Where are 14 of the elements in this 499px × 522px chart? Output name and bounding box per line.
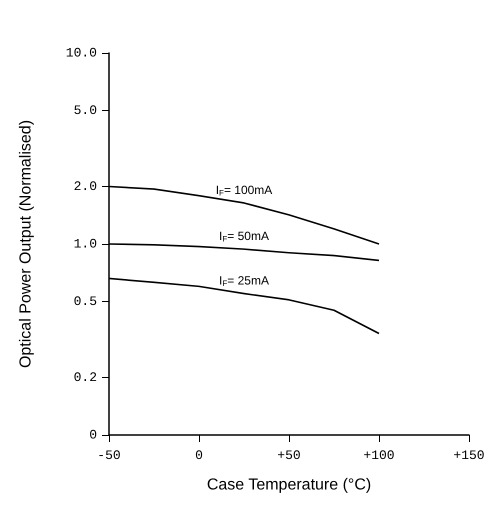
y-tick-label: 0.5 [74, 294, 97, 309]
y-tick-label: 5.0 [74, 102, 97, 118]
x-tick-label: +50 [277, 448, 301, 463]
x-axis-title: Case Temperature (°C) [206, 476, 372, 494]
y-axis-title: Optical Power Output (Normalised) [18, 120, 34, 368]
y-tick-label: 10.0 [66, 46, 97, 60]
y-tick-label: 0.2 [74, 370, 97, 386]
x-tick-label: -50 [97, 448, 121, 463]
x-tick-label: +150 [453, 448, 485, 463]
y-tick-label: 2.0 [74, 179, 97, 194]
y-tick-label: 1.0 [74, 236, 97, 252]
y-tick-label: 0 [89, 428, 97, 442]
x-tick-label: +100 [363, 448, 395, 463]
x-tick-label: 0 [195, 448, 203, 463]
